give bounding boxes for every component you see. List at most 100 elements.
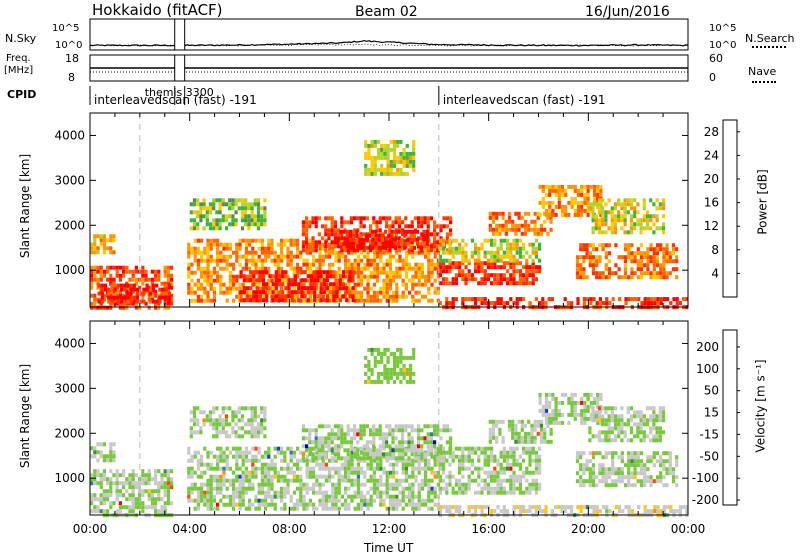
- velocity-cell: [370, 495, 373, 499]
- power-cell: [133, 284, 136, 288]
- power-cell: [193, 226, 196, 230]
- velocity-cell: [325, 475, 328, 479]
- velocity-cell: [100, 450, 103, 454]
- power-cell: [371, 234, 374, 238]
- power-cell: [304, 278, 307, 282]
- velocity-cell: [577, 401, 580, 405]
- power-cell: [608, 210, 611, 214]
- power-cell: [125, 266, 128, 270]
- power-cell: [206, 239, 209, 243]
- velocity-cell: [471, 447, 474, 451]
- velocity-cell: [571, 397, 574, 401]
- velocity-cell: [672, 471, 675, 475]
- power-cell: [496, 281, 499, 285]
- velocity-cell: [213, 507, 216, 511]
- power-cell: [277, 243, 280, 247]
- velocity-cell: [327, 436, 330, 440]
- power-cell: [614, 243, 617, 247]
- velocity-cell: [545, 417, 548, 421]
- velocity-cell: [592, 483, 595, 487]
- velocity-cell: [277, 471, 280, 475]
- velocity-cell: [206, 455, 209, 459]
- power-cell: [406, 238, 409, 242]
- power-cell: [496, 255, 499, 259]
- power-cell: [519, 297, 522, 301]
- power-cell: [586, 255, 589, 259]
- power-cell: [348, 274, 351, 278]
- velocity-cell: [430, 424, 433, 428]
- power-cell: [418, 267, 421, 271]
- velocity-cell: [334, 471, 337, 475]
- power-cell: [259, 294, 262, 298]
- velocity-cell: [496, 471, 499, 475]
- velocity-cell: [602, 479, 605, 483]
- power-cell: [209, 222, 212, 226]
- power-cell: [197, 247, 200, 251]
- velocity-cell: [421, 479, 424, 483]
- power-cell: [477, 265, 480, 269]
- power-cell: [366, 299, 369, 303]
- power-cell: [398, 275, 401, 279]
- velocity-cell: [589, 471, 592, 475]
- velocity-cell: [280, 495, 283, 499]
- power-cell: [164, 266, 167, 270]
- velocity-cell: [154, 501, 157, 505]
- power-cell: [261, 259, 264, 263]
- power-cell: [168, 296, 171, 300]
- power-cell: [374, 234, 377, 238]
- power-cell: [624, 210, 627, 214]
- velocity-cell: [430, 432, 433, 436]
- power-cell: [448, 243, 451, 247]
- velocity-cell: [248, 475, 251, 479]
- velocity-cell: [634, 455, 637, 459]
- power-cell: [458, 243, 461, 247]
- velocity-cell: [167, 469, 170, 473]
- power-cell: [296, 267, 299, 271]
- power-cell: [672, 251, 675, 255]
- velocity-cell: [229, 467, 232, 471]
- power-cell: [558, 193, 561, 197]
- power-cell: [522, 255, 525, 259]
- velocity-cell: [290, 459, 293, 463]
- velocity-cell: [666, 451, 669, 455]
- power-cell: [387, 144, 390, 148]
- velocity-cell: [433, 432, 436, 436]
- power-cell: [93, 246, 96, 250]
- power-cell: [241, 206, 244, 210]
- power-cell: [251, 239, 254, 243]
- power-cell: [416, 242, 419, 246]
- power-cell: [592, 263, 595, 267]
- velocity-cell: [503, 451, 506, 455]
- power-cell: [256, 290, 259, 294]
- power-cell: [427, 279, 430, 283]
- velocity-cell: [411, 436, 414, 440]
- velocity-cell: [135, 481, 138, 485]
- power-cell: [267, 239, 270, 243]
- power-cell: [384, 242, 387, 246]
- velocity-cell: [395, 428, 398, 432]
- velocity-cell: [386, 479, 389, 483]
- velocity-cell: [232, 499, 235, 503]
- power-cell: [593, 189, 596, 193]
- velocity-cell: [245, 487, 248, 491]
- power-cell: [634, 251, 637, 255]
- velocity-cell: [267, 491, 270, 495]
- velocity-cell: [477, 491, 480, 495]
- power-cell: [245, 251, 248, 255]
- velocity-cell: [448, 479, 451, 483]
- power-cell: [300, 270, 303, 274]
- velocity-cell: [264, 475, 267, 479]
- power-cell: [509, 247, 512, 251]
- velocity-cell: [528, 451, 531, 455]
- power-cell: [471, 297, 474, 301]
- power-cell: [232, 267, 235, 271]
- power-cell: [398, 295, 401, 299]
- power-cell: [116, 266, 119, 270]
- velocity-cell: [347, 471, 350, 475]
- power-cell: [251, 259, 254, 263]
- power-cell: [307, 298, 310, 302]
- power-cell: [464, 297, 467, 301]
- power-cell: [288, 290, 291, 294]
- power-cell: [637, 251, 640, 255]
- power-cell: [141, 274, 144, 278]
